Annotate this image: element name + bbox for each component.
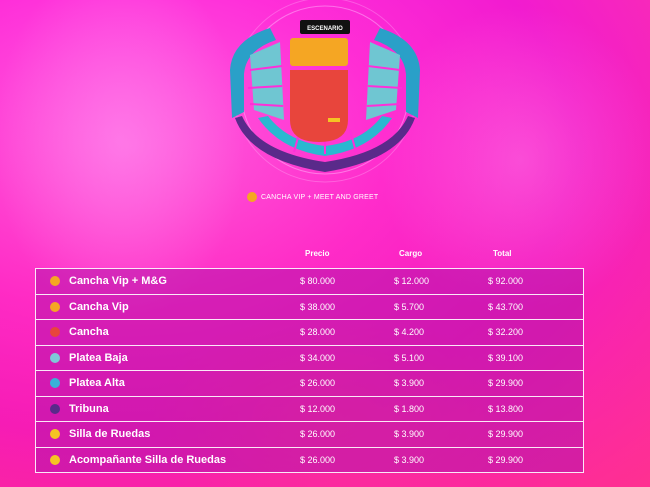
row-total: $ 29.900: [488, 446, 584, 473]
row-name: Cancha Vip + M&G: [69, 275, 167, 288]
row-name-cell: Cancha Vip + M&G: [35, 268, 300, 294]
row-name-cell: Platea Alta: [35, 370, 300, 396]
row-cargo: $ 3.900: [394, 446, 488, 473]
row-name: Silla de Ruedas: [69, 428, 151, 441]
header-total: Total: [493, 249, 512, 258]
row-precio: $ 38.000: [300, 293, 394, 319]
row-precio: $ 26.000: [300, 370, 394, 396]
section-color-dot: [50, 378, 60, 389]
section-color-dot: [50, 327, 60, 338]
legend-label: CANCHA VIP + MEET AND GREET: [261, 193, 379, 201]
row-name-cell: Acompañante Silla de Ruedas: [35, 446, 300, 473]
row-cargo: $ 4.200: [394, 319, 488, 345]
section-color-dot: [50, 352, 60, 363]
row-name-cell: Silla de Ruedas: [35, 421, 300, 447]
section-platea-alta-left[interactable]: [230, 28, 276, 118]
table-row[interactable]: Platea Baja $ 34.000 $ 5.100 $ 39.100: [35, 344, 584, 370]
row-name: Cancha Vip: [69, 300, 129, 313]
section-color-dot: [50, 301, 60, 312]
row-precio: $ 12.000: [300, 395, 394, 421]
stage-label: ESCENARIO: [307, 26, 343, 32]
section-platea-baja-right[interactable]: [366, 42, 400, 120]
row-cargo: $ 5.700: [394, 293, 488, 319]
table-row[interactable]: Cancha Vip $ 38.000 $ 5.700 $ 43.700: [35, 293, 584, 319]
section-tribuna[interactable]: [235, 116, 415, 172]
row-name: Platea Alta: [69, 377, 125, 390]
row-cargo: $ 3.900: [394, 370, 488, 396]
table-row[interactable]: Tribuna $ 12.000 $ 1.800 $ 13.800: [35, 395, 584, 421]
row-name-cell: Tribuna: [35, 395, 300, 421]
stadium-map: ESCENARIO: [230, 0, 420, 183]
row-name-cell: Platea Baja: [35, 344, 300, 370]
section-platea-alta-right[interactable]: [374, 28, 420, 118]
row-cargo: $ 12.000: [394, 268, 488, 294]
row-name: Acompañante Silla de Ruedas: [69, 453, 227, 466]
row-total: $ 29.900: [488, 370, 584, 396]
section-color-dot: [50, 454, 60, 465]
price-table: Cancha Vip + M&G $ 80.000 $ 12.000 $ 92.000…: [35, 268, 584, 473]
map-legend: CANCHA VIP + MEET AND GREET: [247, 192, 378, 202]
row-precio: $ 80.000: [300, 268, 394, 294]
row-name-cell: Cancha: [35, 319, 300, 345]
row-cargo: $ 3.900: [394, 421, 488, 447]
row-precio: $ 28.000: [300, 319, 394, 345]
header-precio: Precio: [305, 249, 330, 258]
section-color-dot: [50, 403, 60, 414]
row-name-cell: Cancha Vip: [35, 293, 300, 319]
stage-block: [300, 20, 350, 34]
section-silla-ruedas[interactable]: [328, 118, 340, 122]
section-platea-bottom[interactable]: [258, 116, 392, 156]
row-name: Cancha: [69, 326, 109, 339]
section-color-dot: [50, 429, 60, 440]
table-row[interactable]: Acompañante Silla de Ruedas $ 26.000 $ 3.9…: [35, 446, 584, 473]
row-total: $ 39.100: [488, 344, 584, 370]
row-name: Platea Baja: [69, 351, 128, 364]
row-total: $ 32.200: [488, 319, 584, 345]
section-cancha-vip[interactable]: [290, 38, 348, 66]
section-cancha[interactable]: [290, 70, 348, 142]
row-total: $ 13.800: [488, 395, 584, 421]
row-precio: $ 34.000: [300, 344, 394, 370]
legend-dot: [247, 192, 257, 202]
row-total: $ 29.900: [488, 421, 584, 447]
table-row[interactable]: Cancha Vip + M&G $ 80.000 $ 12.000 $ 92.000: [35, 268, 584, 294]
row-total: $ 43.700: [488, 293, 584, 319]
row-cargo: $ 5.100: [394, 344, 488, 370]
table-row[interactable]: Platea Alta $ 26.000 $ 3.900 $ 29.900: [35, 370, 584, 396]
section-platea-baja-left[interactable]: [250, 42, 284, 120]
row-precio: $ 26.000: [300, 421, 394, 447]
row-cargo: $ 1.800: [394, 395, 488, 421]
row-name: Tribuna: [69, 402, 109, 415]
section-color-dot: [50, 276, 60, 287]
table-row[interactable]: Cancha $ 28.000 $ 4.200 $ 32.200: [35, 319, 584, 345]
table-row[interactable]: Silla de Ruedas $ 26.000 $ 3.900 $ 29.900: [35, 421, 584, 447]
row-precio: $ 26.000: [300, 446, 394, 473]
row-total: $ 92.000: [488, 268, 584, 294]
header-cargo: Cargo: [399, 249, 423, 258]
